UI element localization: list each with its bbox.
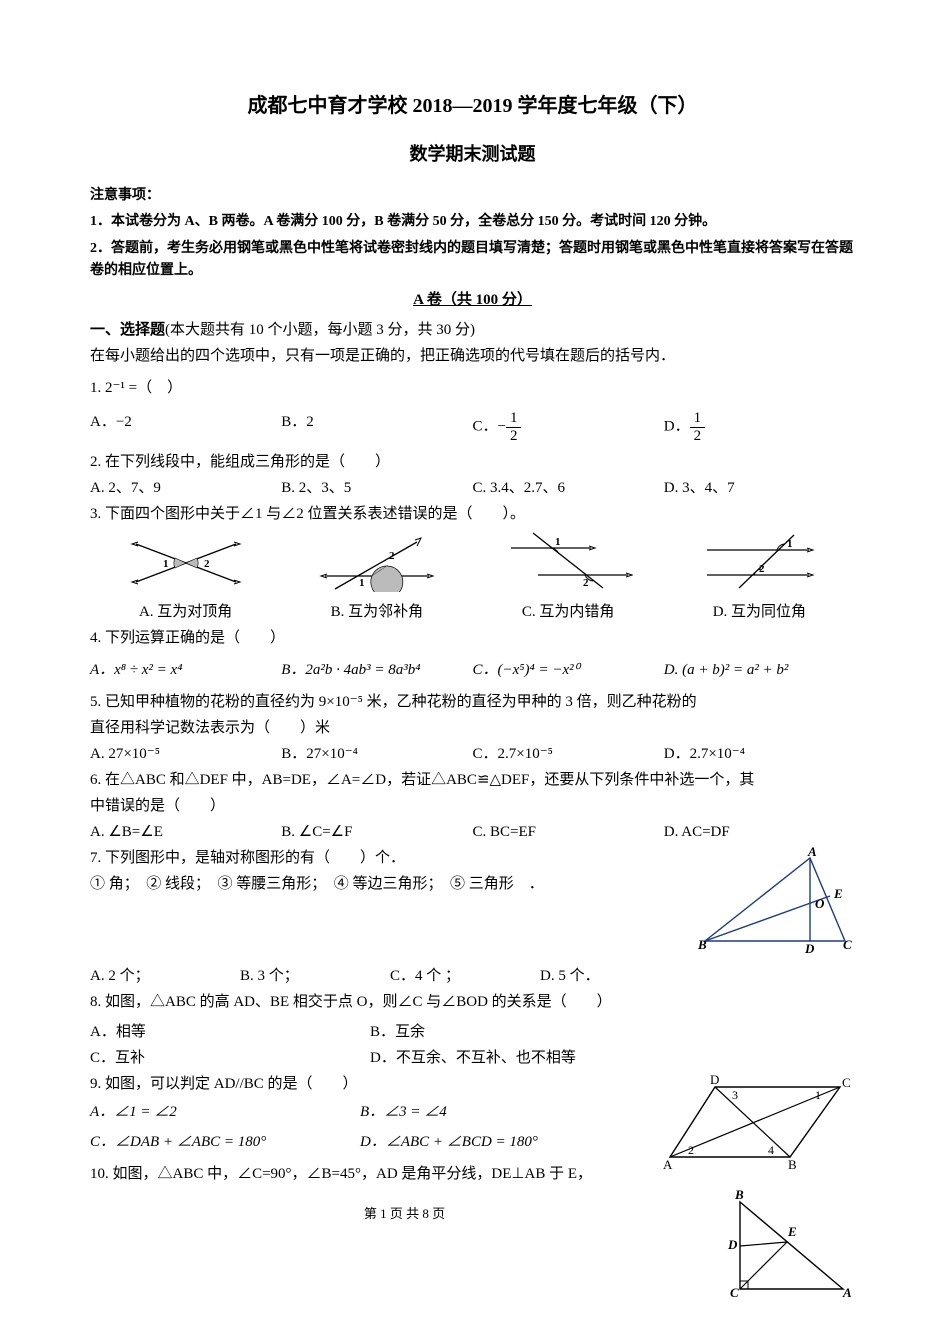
q6-opt-a: A. ∠B=∠E	[90, 820, 281, 844]
q7-opt-d: D. 5 个．	[540, 964, 690, 988]
page-title-1: 成都七中育才学校 2018—2019 学年度七年级（下）	[90, 90, 855, 122]
q2-stem: 2. 在下列线段中，能组成三角形的是（ ）	[90, 450, 855, 474]
q3-opt-d: D. 互为同位角	[664, 600, 855, 624]
page-title-2: 数学期末测试题	[90, 140, 855, 169]
q6-opt-d: D. AC=DF	[664, 820, 855, 844]
svg-text:2: 2	[389, 550, 395, 562]
q5-stem-2: 直径用科学记数法表示为（ ）米	[90, 716, 855, 740]
section-1-sub: (本大题共有 10 个小题，每小题 3 分，共 30 分)	[165, 322, 475, 338]
svg-text:2: 2	[688, 1143, 694, 1157]
q7-opt-a: A. 2 个；	[90, 964, 240, 988]
q8-opt-a: A．相等	[90, 1020, 370, 1044]
svg-text:1: 1	[555, 536, 561, 548]
svg-text:1: 1	[163, 558, 169, 570]
q4-opt-c: C．(−x⁵)⁴ = −x²⁰	[473, 658, 664, 682]
svg-text:B: B	[697, 937, 707, 952]
q8-options: A．相等 B．互余 C．互补 D．不互余、不互补、也不相等	[90, 1020, 650, 1070]
q3-stem: 3. 下面四个图形中关于∠1 与∠2 位置关系表述错误的是（ ）。	[90, 502, 855, 526]
svg-text:C: C	[842, 1075, 851, 1090]
q7-opt-b: B. 3 个；	[240, 964, 390, 988]
q3-fig-a: 1 2	[90, 534, 281, 600]
section-1-title: 一、选择题	[90, 322, 165, 338]
svg-text:1: 1	[815, 1088, 821, 1102]
q9-options: A．∠1 = ∠2 B．∠3 = ∠4 C．∠DAB + ∠ABC = 180°…	[90, 1100, 630, 1154]
svg-text:E: E	[787, 1224, 797, 1239]
q8-opt-d: D．不互余、不互补、也不相等	[370, 1046, 650, 1070]
q4-stem: 4. 下列运算正确的是（ ）	[90, 626, 855, 650]
q8-stem: 8. 如图，△ABC 的高 AD、BE 相交于点 O，则∠C 与∠BOD 的关系…	[90, 990, 855, 1014]
svg-text:D: D	[710, 1072, 719, 1087]
q6-opt-c: C. BC=EF	[473, 820, 664, 844]
notice-line-1: 1．本试卷分为 A、B 两卷。A 卷满分 100 分，B 卷满分 50 分，全卷…	[90, 211, 855, 233]
svg-text:C: C	[730, 1285, 739, 1300]
q9-opt-c: C．∠DAB + ∠ABC = 180°	[90, 1130, 360, 1154]
q2-options: A. 2、7、9 B. 2、3、5 C. 3.4、2.7、6 D. 3、4、7	[90, 476, 855, 500]
q9-opt-b: B．∠3 = ∠4	[360, 1100, 630, 1124]
q8-opt-c: C．互补	[90, 1046, 370, 1070]
q9-opt-d: D．∠ABC + ∠BCD = 180°	[360, 1130, 630, 1154]
q6-stem-2: 中错误的是（ ）	[90, 794, 855, 818]
q6-stem-1: 6. 在△ABC 和△DEF 中，AB=DE，∠A=∠D，若证△ABC≌△DEF…	[90, 768, 855, 792]
q9-opt-a: A．∠1 = ∠2	[90, 1100, 360, 1124]
q8-opt-b: B．互余	[370, 1020, 650, 1044]
q2-opt-d: D. 3、4、7	[664, 476, 855, 500]
q6-options: A. ∠B=∠E B. ∠C=∠F C. BC=EF D. AC=DF	[90, 820, 855, 844]
q2-opt-a: A. 2、7、9	[90, 476, 281, 500]
svg-text:D: D	[727, 1237, 738, 1252]
q2-opt-b: B. 2、3、5	[281, 476, 472, 500]
svg-text:1: 1	[359, 577, 365, 589]
svg-text:2: 2	[204, 558, 210, 570]
q3-opt-a: A. 互为对顶角	[90, 600, 281, 624]
q4-opt-d: D. (a + b)² = a² + b²	[664, 658, 855, 682]
svg-text:3: 3	[732, 1088, 738, 1102]
q1-stem: 1. 2⁻¹ =（ ）	[90, 376, 855, 400]
q3-fig-d: 1 2	[664, 530, 855, 600]
q3-captions: A. 互为对顶角 B. 互为邻补角 C. 互为内错角 D. 互为同位角	[90, 600, 855, 624]
q1-opt-c: C．−12	[473, 410, 664, 444]
q3-opt-c: C. 互为内错角	[473, 600, 664, 624]
q3-figures: 1 2 2 1 1 2	[90, 530, 855, 600]
svg-text:D: D	[804, 941, 815, 956]
q5-stem-1: 5. 已知甲种植物的花粉的直径约为 9×10⁻⁵ 米，乙种花粉的直径为甲种的 3…	[90, 690, 855, 714]
section-1-instruction: 在每小题给出的四个选项中，只有一项是正确的，把正确选项的代号填在题后的括号内．	[90, 344, 855, 368]
notice-line-2: 2．答题前，考生务必用钢笔或黑色中性笔将试卷密封线内的题目填写清楚；答题时用钢笔…	[90, 238, 855, 283]
q7-opt-c: C．4 个 ；	[390, 964, 540, 988]
q5-options: A. 27×10⁻⁵ B．27×10⁻⁴ C．2.7×10⁻⁵ D．2.7×10…	[90, 742, 855, 766]
svg-text:A: A	[807, 846, 817, 859]
q1-options: A．−2 B．2 C．−12 D．12	[90, 410, 855, 444]
svg-text:A: A	[663, 1157, 673, 1172]
svg-text:1: 1	[787, 538, 793, 550]
svg-text:B: B	[788, 1157, 797, 1172]
q10-figure: B A C D E	[725, 1184, 855, 1312]
q1-opt-a: A．−2	[90, 410, 281, 444]
svg-text:O: O	[815, 896, 825, 911]
q3-fig-c: 1 2	[473, 530, 664, 600]
q8-figure: A B C D E O	[690, 846, 855, 964]
q4-opt-a: A．x⁸ ÷ x² = x⁴	[90, 658, 281, 682]
section-1-header: 一、选择题(本大题共有 10 个小题，每小题 3 分，共 30 分)	[90, 318, 855, 342]
q5-opt-b: B．27×10⁻⁴	[281, 742, 472, 766]
q2-opt-c: C. 3.4、2.7、6	[473, 476, 664, 500]
q5-opt-c: C．2.7×10⁻⁵	[473, 742, 664, 766]
q9-figure: D C A B 3 1 2 4	[660, 1072, 855, 1180]
q1-opt-b: B．2	[281, 410, 472, 444]
q3-fig-b: 2 1	[281, 534, 472, 600]
notice-header: 注意事项：	[90, 185, 855, 207]
svg-text:C: C	[843, 937, 852, 952]
svg-text:4: 4	[768, 1143, 774, 1157]
q1-opt-d: D．12	[664, 410, 855, 444]
section-a-header: A 卷（共 100 分）	[90, 288, 855, 312]
svg-text:B: B	[734, 1187, 744, 1202]
q4-options: A．x⁸ ÷ x² = x⁴ B．2a²b · 4ab³ = 8a³b⁴ C．(…	[90, 658, 855, 682]
q7-options: A. 2 个； B. 3 个； C．4 个 ； D. 5 个．	[90, 964, 690, 988]
svg-text:E: E	[833, 886, 843, 901]
q5-opt-a: A. 27×10⁻⁵	[90, 742, 281, 766]
q6-opt-b: B. ∠C=∠F	[281, 820, 472, 844]
svg-text:A: A	[842, 1285, 852, 1300]
q5-opt-d: D．2.7×10⁻⁴	[664, 742, 855, 766]
q4-opt-b: B．2a²b · 4ab³ = 8a³b⁴	[281, 658, 472, 682]
q3-opt-b: B. 互为邻补角	[281, 600, 472, 624]
